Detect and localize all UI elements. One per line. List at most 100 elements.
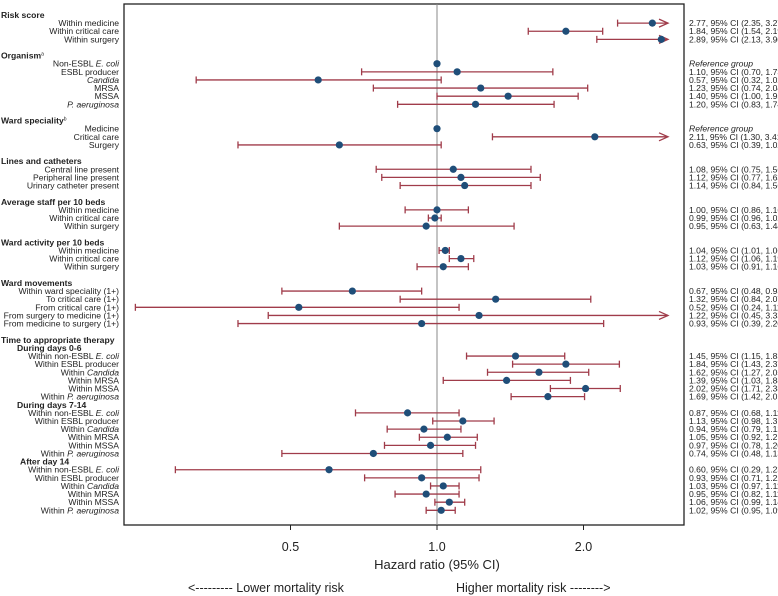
point-estimate (437, 506, 445, 514)
point-estimate (420, 425, 428, 433)
section-header: Risk score (1, 10, 45, 20)
forest-row: Within medicine 2.77, 95% CI (2.35, 3.27) (58, 18, 778, 28)
row-label: Within surgery (64, 221, 120, 231)
forest-row: Within ward speciality (1+) 0.67, 95% CI … (18, 286, 778, 296)
point-estimate (441, 246, 449, 255)
row-label-text: To critical care (1+) (46, 294, 119, 304)
row-label-text: MSSA (95, 91, 120, 101)
forest-row: ESBL producer 1.10, 95% CI (0.70, 1.73) (61, 67, 778, 77)
row-label-text: From surgery to medicine (1+) (4, 310, 119, 320)
forest-row: MSSA 1.40, 95% CI (1.00, 1.95) (95, 91, 778, 101)
x-axis: 0.5 1.0 2.0 (282, 525, 592, 554)
row-label: From medicine to surgery (1+) (4, 319, 119, 329)
point-estimate (457, 255, 465, 263)
estimate-text: 1.39, 95% CI (1.03, 1.88) (689, 375, 778, 385)
point-estimate (433, 60, 441, 68)
row-label-italic: P. aeruginosa (67, 448, 119, 458)
estimate-text: 0.52, 95% CI (0.24, 1.11) (689, 302, 778, 312)
forest-row: Medicine Reference group (85, 124, 754, 134)
estimate-text: 1.04, 95% CI (1.01, 1.06) (689, 245, 778, 255)
estimate-text: 0.93, 95% CI (0.71, 1.22) (689, 473, 778, 483)
row-label: Within ESBL producer (35, 359, 119, 369)
row-label: Within medicine (58, 205, 119, 215)
row-label-italic: P. aeruginosa (67, 392, 119, 402)
forest-row: Within non-ESBL E. coli 0.87, 95% CI (0.6… (28, 408, 778, 418)
section-header: Ward movements (1, 278, 73, 288)
row-label-italic: P. aeruginosa (67, 99, 119, 109)
forest-row: Within MSSA 0.97, 95% CI (0.78, 1.20) (68, 440, 778, 450)
row-label: Within non-ESBL E. coli (28, 465, 120, 475)
forest-row: Within Candida 0.94, 95% CI (0.79, 1.12) (61, 424, 778, 434)
forest-row: From surgery to medicine (1+) 1.22, 95% C… (4, 310, 778, 320)
point-estimate (449, 165, 457, 173)
forest-row: Within non-ESBL E. coli 0.60, 95% CI (0.2… (28, 465, 778, 475)
row-label-text: MRSA (94, 83, 119, 93)
row-label-italic: Candida (87, 424, 119, 434)
point-estimate (439, 482, 447, 490)
forest-row: To critical care (1+) 1.32, 95% CI (0.84,… (46, 294, 778, 304)
point-estimate (461, 181, 469, 190)
forest-row: Within surgery 0.95, 95% CI (0.63, 1.44) (64, 221, 778, 231)
estimate-text: 0.93, 95% CI (0.39, 2.20) (689, 319, 778, 329)
estimate-text: 2.89, 95% CI (2.13, 3.90) (689, 34, 778, 44)
row-label-text: Within medicine (58, 245, 119, 255)
forest-row: Within critical care 1.12, 95% CI (1.06, … (49, 254, 778, 264)
row-label: Within ESBL producer (35, 416, 119, 426)
forest-row: Within MRSA 1.05, 95% CI (0.92, 1.21) (68, 432, 778, 442)
point-estimate (431, 214, 439, 222)
point-estimate (418, 319, 426, 328)
row-label: Within MRSA (68, 375, 119, 385)
row-label: Within MSSA (68, 497, 119, 507)
row-label-text: Non-ESBL (53, 59, 96, 69)
footer-lower-risk: <--------- Lower mortality risk (188, 581, 345, 595)
row-label: Medicine (85, 124, 120, 134)
estimate-text: 1.32, 95% CI (0.84, 2.07) (689, 294, 778, 304)
row-label-text: From medicine to surgery (1+) (4, 319, 119, 329)
subgroup-header: After day 14 (20, 457, 69, 467)
estimate-text: 1.12, 95% CI (1.06, 1.19) (689, 254, 778, 264)
estimate-text: 0.57, 95% CI (0.32, 1.02) (689, 75, 778, 85)
point-estimate (544, 393, 552, 401)
row-label: Within P. aeruginosa (41, 448, 119, 458)
row-label: MRSA (94, 83, 119, 93)
row-label: Surgery (89, 140, 120, 150)
row-label-text: Within (41, 505, 67, 515)
row-label: Within surgery (64, 262, 120, 272)
estimate-text: 0.87, 95% CI (0.68, 1.11) (689, 408, 778, 418)
reference-group-text: Reference group (689, 124, 753, 134)
point-estimate (535, 368, 543, 376)
estimate-text: 2.77, 95% CI (2.35, 3.27) (689, 18, 778, 28)
x-tick-label: 2.0 (575, 540, 592, 554)
forest-row: Within MSSA 1.06, 95% CI (0.99, 1.14) (68, 497, 778, 507)
section-header: Lines and catheters (1, 156, 82, 166)
estimate-text: 1.23, 95% CI (0.74, 2.04) (689, 83, 778, 93)
row-label: Critical care (74, 132, 120, 142)
row-label: Peripheral line present (33, 172, 120, 182)
forest-row: Within medicine 1.04, 95% CI (1.01, 1.06) (58, 245, 778, 255)
subgroup-header: During days 7-14 (17, 400, 86, 410)
section-header-label: Time to appropriate therapy (1, 335, 115, 345)
row-label-text: Within non-ESBL (28, 351, 96, 361)
forest-row: Within Candida 1.62, 95% CI (1.27, 2.05) (61, 367, 778, 377)
row-label-text: Central line present (44, 164, 119, 174)
footer-higher-risk: Higher mortality risk --------> (456, 581, 611, 595)
row-label-text: Within ward speciality (1+) (18, 286, 119, 296)
plot-rows: Risk score Within medicine 2.77, 95% CI (2… (1, 10, 778, 515)
section-header-label: Average staff per 10 beds (1, 197, 106, 207)
row-label-text: Within ESBL producer (35, 473, 119, 483)
point-estimate (439, 263, 447, 271)
forest-row: Within MRSA 1.39, 95% CI (1.03, 1.88) (68, 375, 778, 385)
point-estimate (433, 125, 441, 133)
point-estimate (403, 409, 412, 417)
row-label-text: Peripheral line present (33, 172, 120, 182)
estimate-text: 1.84, 95% CI (1.54, 2.19) (689, 26, 778, 36)
row-label-text: ESBL producer (61, 67, 119, 77)
row-label: Candida (87, 75, 119, 85)
row-label-text: Within critical care (49, 254, 119, 264)
point-estimate (502, 376, 511, 384)
forest-row: MRSA 1.23, 95% CI (0.74, 2.04) (94, 83, 778, 93)
row-label: Within Candida (61, 481, 119, 491)
row-label: Central line present (44, 164, 119, 174)
row-label: Within non-ESBL E. coli (28, 351, 120, 361)
forest-row: Urinary catheter present 1.14, 95% CI (0.… (27, 181, 778, 191)
